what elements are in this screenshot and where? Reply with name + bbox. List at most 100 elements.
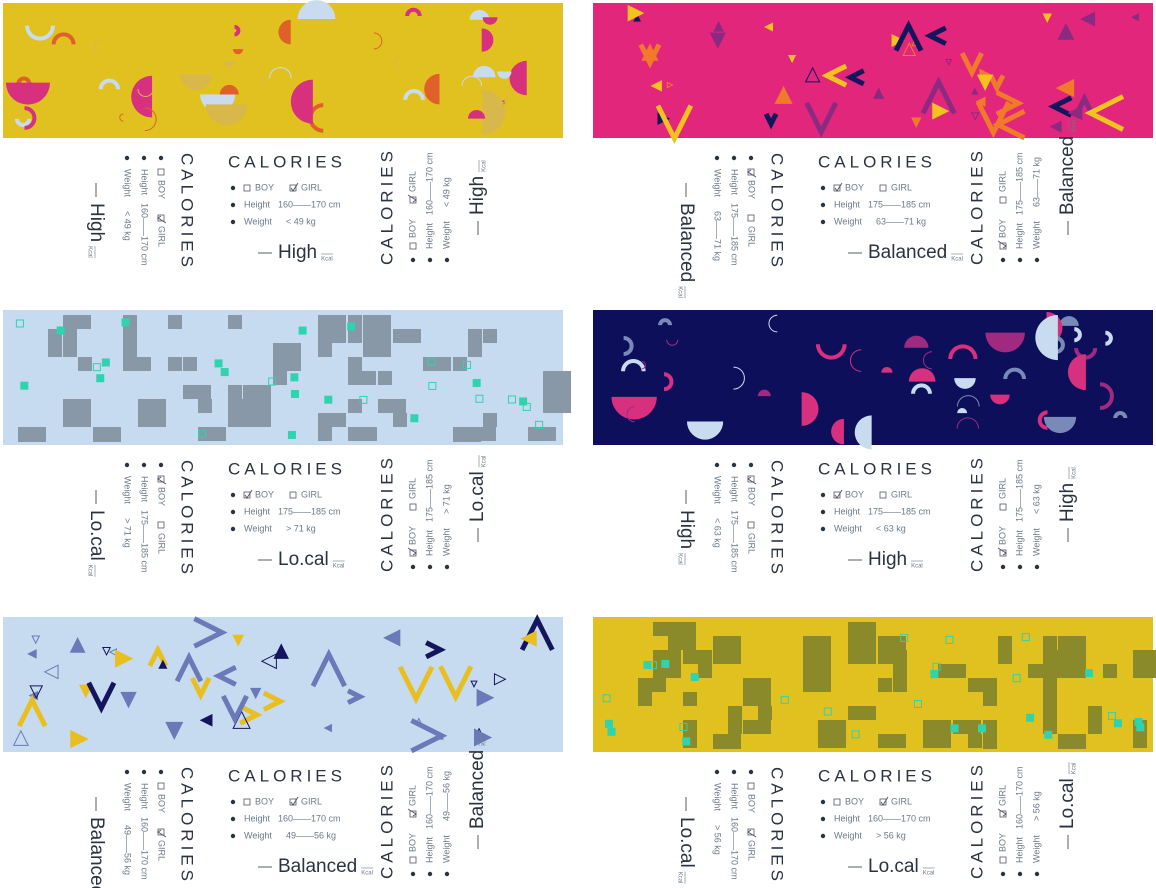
label-panel: CALORIES BOY GIRL Height 160——170 cm Weight 49… bbox=[3, 614, 563, 888]
triangle bbox=[232, 634, 245, 647]
label-panel: CALORIES BOY GIRL Height 175——185 cm Weight 63… bbox=[593, 3, 1153, 299]
category: High bbox=[86, 203, 107, 242]
heading: CALORIES bbox=[377, 454, 396, 572]
block bbox=[483, 413, 497, 427]
square bbox=[945, 635, 954, 644]
block bbox=[1088, 706, 1102, 734]
weight-value: 49——56 kg bbox=[441, 771, 451, 821]
checkmark bbox=[290, 182, 299, 192]
square bbox=[56, 326, 65, 335]
block bbox=[168, 315, 182, 329]
triangle bbox=[250, 687, 262, 700]
block bbox=[803, 664, 831, 692]
chevron bbox=[959, 52, 984, 79]
bullet bbox=[230, 526, 236, 532]
girl-label: GIRL bbox=[891, 796, 912, 806]
chevron bbox=[638, 43, 662, 69]
heading: CALORIES bbox=[377, 147, 396, 265]
triangle bbox=[520, 630, 537, 647]
bullet bbox=[230, 816, 236, 822]
info-block: CALORIES BOY GIRL Height 175——185 cm Weight < … bbox=[967, 454, 1078, 572]
triangle bbox=[115, 649, 134, 668]
arc bbox=[768, 314, 778, 333]
checkbox bbox=[999, 503, 1007, 511]
checkbox bbox=[409, 503, 417, 511]
bullet bbox=[410, 257, 416, 263]
block bbox=[198, 427, 226, 441]
block bbox=[1058, 664, 1086, 678]
girl-label: GIRL bbox=[891, 489, 912, 499]
half-disc bbox=[1067, 354, 1086, 391]
arc bbox=[666, 339, 679, 346]
height-label: Height bbox=[730, 169, 740, 196]
block bbox=[1103, 664, 1117, 678]
heading: CALORIES bbox=[228, 766, 346, 785]
bullet bbox=[748, 155, 754, 161]
square bbox=[780, 695, 789, 704]
arc bbox=[461, 75, 483, 87]
arc bbox=[98, 78, 121, 90]
checkmark bbox=[747, 169, 757, 178]
block bbox=[468, 427, 496, 441]
half-disc bbox=[278, 19, 291, 45]
half-disc bbox=[131, 75, 153, 118]
weight-value: < 49 kg bbox=[123, 211, 133, 241]
bullet bbox=[820, 816, 826, 822]
weight-label: Weight bbox=[441, 528, 451, 556]
chevron bbox=[397, 665, 435, 705]
bullet bbox=[1000, 871, 1006, 877]
square bbox=[823, 707, 832, 716]
bullet bbox=[410, 564, 416, 570]
bullet bbox=[731, 462, 737, 468]
bullet bbox=[1017, 871, 1023, 877]
triangle bbox=[260, 653, 277, 670]
weight-value: < 63 kg bbox=[876, 523, 906, 533]
checkbox bbox=[999, 856, 1007, 864]
girl-label: GIRL bbox=[997, 478, 1007, 499]
triangle bbox=[199, 713, 213, 727]
info-block: CALORIES BOY GIRL Height 160——170 cm Weight < … bbox=[377, 147, 488, 265]
info-block: CALORIES BOY GIRL Height 175——185 cm Weight < … bbox=[818, 459, 932, 570]
bullet bbox=[714, 769, 720, 775]
square bbox=[15, 319, 24, 328]
height-value: 160——170 cm bbox=[278, 199, 341, 209]
square bbox=[900, 633, 909, 642]
block bbox=[818, 734, 832, 748]
weight-label: Weight bbox=[834, 216, 862, 226]
bullet bbox=[1000, 257, 1006, 263]
arc bbox=[482, 91, 511, 106]
arc bbox=[922, 351, 933, 370]
heading: CALORIES bbox=[768, 153, 787, 271]
height-value: 160——170 cm bbox=[868, 813, 931, 823]
height-label: Height bbox=[424, 222, 434, 249]
pattern bbox=[5, 0, 527, 135]
pattern bbox=[627, 4, 1139, 145]
info-block: CALORIES BOY GIRL Height 160——170 cm Weight > … bbox=[818, 766, 935, 877]
heading: CALORIES bbox=[228, 152, 346, 171]
half-disc bbox=[757, 389, 771, 397]
square bbox=[220, 368, 229, 377]
arc bbox=[626, 406, 635, 423]
block bbox=[713, 650, 727, 664]
checkmark bbox=[747, 476, 757, 485]
square bbox=[682, 737, 691, 746]
arc bbox=[260, 76, 266, 87]
arc bbox=[51, 32, 76, 45]
arc bbox=[663, 372, 674, 392]
checkbox bbox=[157, 168, 165, 176]
triangle bbox=[971, 87, 979, 95]
chevron bbox=[804, 101, 839, 138]
unit: Kcal bbox=[86, 565, 92, 577]
triangle bbox=[763, 22, 774, 32]
heading: CALORIES bbox=[178, 767, 197, 885]
heading: CALORIES bbox=[178, 460, 197, 578]
height-label: Height bbox=[1014, 222, 1024, 249]
bullet bbox=[1000, 564, 1006, 570]
block bbox=[698, 650, 712, 678]
category: Lo.cal bbox=[86, 510, 107, 561]
triangle bbox=[713, 20, 724, 32]
square bbox=[427, 357, 436, 366]
arc bbox=[137, 88, 154, 97]
checkmark bbox=[407, 547, 417, 556]
square bbox=[977, 724, 986, 733]
